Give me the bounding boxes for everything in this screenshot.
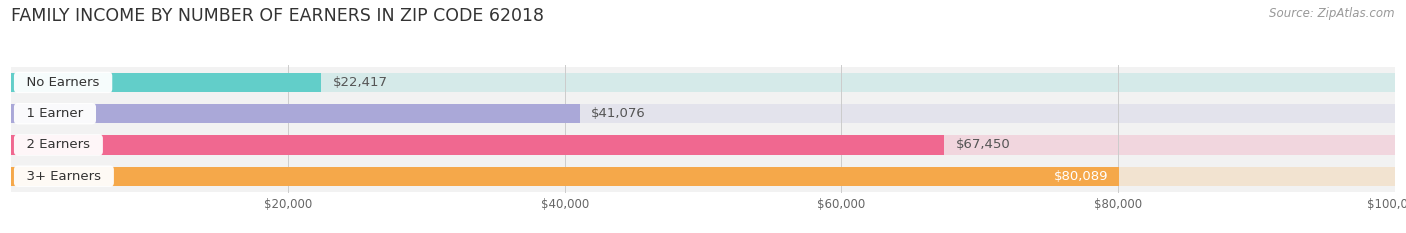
Bar — [11, 67, 1395, 98]
Bar — [11, 135, 1395, 155]
Text: $80,089: $80,089 — [1053, 170, 1108, 183]
Bar — [11, 104, 579, 123]
Bar — [11, 135, 945, 155]
Bar — [11, 167, 1119, 186]
Text: $41,076: $41,076 — [591, 107, 645, 120]
Text: 2 Earners: 2 Earners — [18, 138, 98, 151]
Text: $67,450: $67,450 — [956, 138, 1011, 151]
Text: 3+ Earners: 3+ Earners — [18, 170, 110, 183]
Text: No Earners: No Earners — [18, 76, 108, 89]
Bar — [11, 104, 1395, 123]
Bar — [11, 161, 1395, 192]
Text: 1 Earner: 1 Earner — [18, 107, 91, 120]
Text: Source: ZipAtlas.com: Source: ZipAtlas.com — [1270, 7, 1395, 20]
Bar — [11, 167, 1395, 186]
Bar — [11, 73, 1395, 92]
Bar — [11, 98, 1395, 129]
Bar — [11, 129, 1395, 161]
Bar — [11, 73, 322, 92]
Text: FAMILY INCOME BY NUMBER OF EARNERS IN ZIP CODE 62018: FAMILY INCOME BY NUMBER OF EARNERS IN ZI… — [11, 7, 544, 25]
Text: $22,417: $22,417 — [332, 76, 388, 89]
